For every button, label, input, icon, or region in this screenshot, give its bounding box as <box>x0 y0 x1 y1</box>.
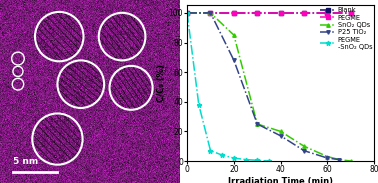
SnO₂ QDs <box>302 145 306 147</box>
P25 TiO₂ <box>337 158 341 161</box>
Line: P25 TiO₂: P25 TiO₂ <box>185 11 341 161</box>
PEGME
-SnO₂ QDs <box>208 150 213 152</box>
Blank <box>208 12 213 14</box>
PEGME <box>302 12 306 14</box>
P25 TiO₂ <box>302 150 306 152</box>
Line: PEGME
-SnO₂ QDs: PEGME -SnO₂ QDs <box>185 10 271 163</box>
Blank <box>185 12 189 14</box>
PEGME <box>185 12 189 14</box>
Line: Blank: Blank <box>185 11 353 15</box>
Blank <box>302 12 306 14</box>
PEGME <box>278 12 283 14</box>
PEGME
-SnO₂ QDs <box>243 158 248 161</box>
X-axis label: Irradiation Time (min): Irradiation Time (min) <box>228 177 333 183</box>
SnO₂ QDs <box>208 12 213 14</box>
Blank <box>278 12 283 14</box>
Line: PEGME: PEGME <box>185 11 353 15</box>
Y-axis label: C/C₀ (%): C/C₀ (%) <box>156 64 166 102</box>
P25 TiO₂ <box>325 157 330 159</box>
PEGME
-SnO₂ QDs <box>232 157 236 159</box>
PEGME <box>325 12 330 14</box>
Line: SnO₂ QDs: SnO₂ QDs <box>185 11 353 163</box>
PEGME <box>349 12 353 14</box>
PEGME
-SnO₂ QDs <box>220 154 225 156</box>
Blank <box>349 12 353 14</box>
PEGME
-SnO₂ QDs <box>267 160 271 162</box>
PEGME
-SnO₂ QDs <box>197 104 201 106</box>
Blank <box>255 12 260 14</box>
Legend: Blank, PEGME, SnO₂ QDs, P25 TiO₂, PEGME
-SnO₂ QDs: Blank, PEGME, SnO₂ QDs, P25 TiO₂, PEGME … <box>319 7 373 51</box>
SnO₂ QDs <box>232 34 236 36</box>
Text: 5 nm: 5 nm <box>12 157 38 166</box>
PEGME <box>232 12 236 14</box>
PEGME
-SnO₂ QDs <box>185 12 189 14</box>
SnO₂ QDs <box>349 160 353 162</box>
PEGME
-SnO₂ QDs <box>255 159 260 161</box>
SnO₂ QDs <box>278 130 283 132</box>
Blank <box>232 12 236 14</box>
SnO₂ QDs <box>337 158 341 161</box>
P25 TiO₂ <box>232 59 236 61</box>
PEGME <box>255 12 260 14</box>
P25 TiO₂ <box>255 123 260 125</box>
P25 TiO₂ <box>185 12 189 14</box>
Blank <box>325 12 330 14</box>
SnO₂ QDs <box>255 123 260 125</box>
SnO₂ QDs <box>325 156 330 158</box>
P25 TiO₂ <box>278 135 283 137</box>
SnO₂ QDs <box>185 12 189 14</box>
PEGME <box>208 12 213 14</box>
P25 TiO₂ <box>208 12 213 14</box>
